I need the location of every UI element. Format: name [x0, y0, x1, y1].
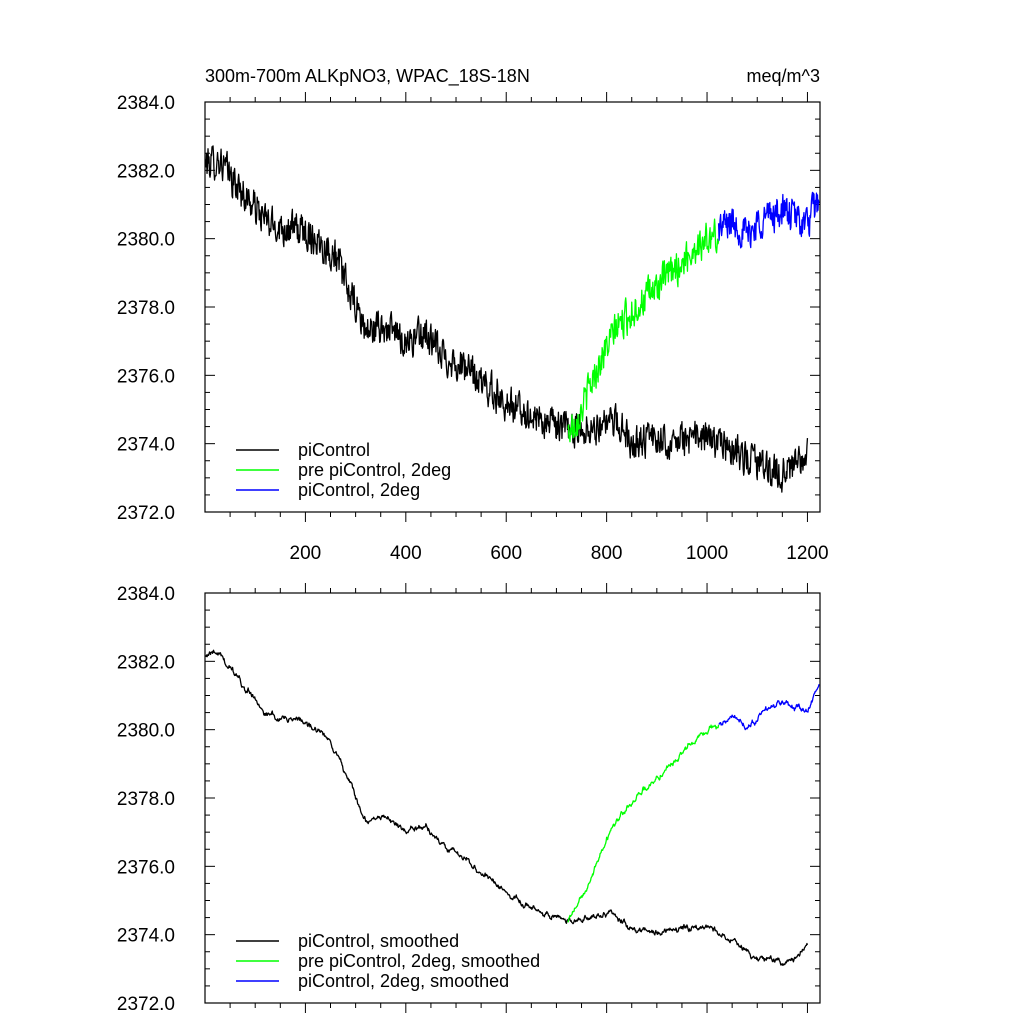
y-tick-label: 2380.0	[117, 721, 175, 742]
x-tick-label: 800	[591, 543, 623, 564]
x-tick-label: 1200	[786, 543, 828, 564]
y-tick-label: 2378.0	[117, 298, 175, 319]
y-tick-label: 2376.0	[117, 366, 175, 387]
y-tick-label: 2374.0	[117, 435, 175, 456]
chart-panel-1: 300m-700m ALKpNO3, WPAC_18S-18N meq/m^3 23…	[117, 66, 829, 564]
series-line-2	[567, 218, 720, 443]
y-tick-label: 2372.0	[117, 503, 175, 524]
chart-title: 300m-700m ALKpNO3, WPAC_18S-18N	[205, 66, 530, 87]
series-line-3	[717, 191, 820, 249]
legend-label: pre piControl, 2deg, smoothed	[298, 951, 540, 971]
y-tick-label: 2376.0	[117, 857, 175, 878]
x-tick-label: 200	[290, 543, 322, 564]
legend-label: piControl, 2deg, smoothed	[298, 971, 509, 991]
y-tick-label: 2374.0	[117, 926, 175, 947]
legend-label: piControl, 2deg	[298, 480, 420, 500]
x-tick-label: 600	[490, 543, 522, 564]
legend-label: piControl	[298, 440, 370, 460]
legend-label: piControl, smoothed	[298, 931, 459, 951]
y-tick-label: 2378.0	[117, 789, 175, 810]
y-tick-label: 2380.0	[117, 230, 175, 251]
plot-frame	[204, 101, 821, 513]
series-line-3	[718, 684, 820, 731]
chart-panel-2: 2372.0 2374.0 2376.0 2378.0 2380.0 2382.0 2384…	[117, 583, 821, 1015]
x-tick-label: 400	[390, 543, 422, 564]
plot-frame	[204, 592, 821, 1004]
series-line-1	[205, 649, 809, 966]
y-tick-label: 2382.0	[117, 161, 175, 182]
x-tick-label: 1000	[686, 543, 728, 564]
y-tick-label: 2384.0	[117, 93, 175, 114]
y-tick-label: 2384.0	[117, 584, 175, 605]
chart-units: meq/m^3	[747, 66, 820, 86]
series-line-1	[205, 145, 809, 493]
series-line-2	[567, 724, 720, 923]
legend-label: pre piControl, 2deg	[298, 460, 451, 480]
y-tick-label: 2382.0	[117, 652, 175, 673]
y-tick-label: 2372.0	[117, 994, 175, 1015]
